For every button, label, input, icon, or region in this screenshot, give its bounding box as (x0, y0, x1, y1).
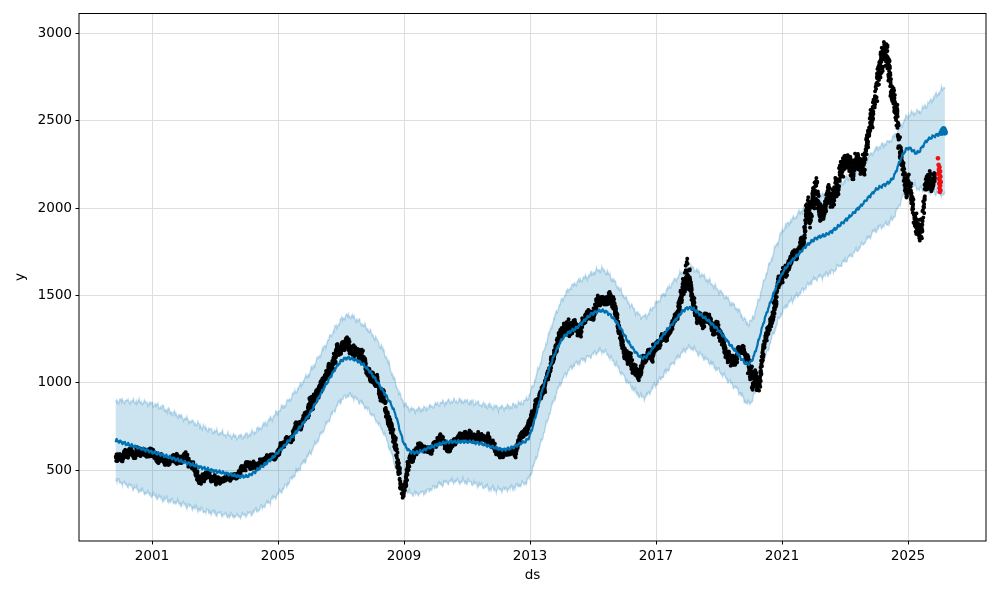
x-axis-label: ds (524, 567, 541, 583)
y-axis-tick-label: 3000 (37, 25, 72, 42)
y-axis-label: y (12, 273, 28, 282)
x-axis-tick-label: 2005 (260, 547, 296, 564)
x-axis-tick-label: 2025 (890, 547, 926, 564)
x-axis-tick-label: 2009 (386, 547, 422, 564)
x-axis-tick-label: 2017 (638, 547, 674, 564)
y-axis-tick-label: 1500 (37, 286, 72, 303)
y-axis-tick-label: 2500 (37, 112, 72, 129)
x-axis-tick-label: 2001 (134, 547, 170, 564)
x-axis-tick-label: 2013 (512, 547, 548, 564)
y-axis-tick-label: 500 (46, 461, 72, 478)
x-axis-tick-label: 2021 (764, 547, 800, 564)
y-axis-tick-label: 1000 (37, 374, 72, 391)
y-axis-tick-label: 2000 (37, 199, 72, 216)
